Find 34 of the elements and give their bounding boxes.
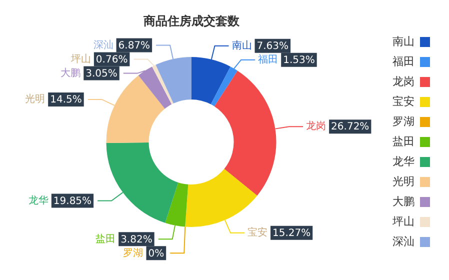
slice-label: 龙华	[28, 194, 48, 206]
slice-label: 南山	[232, 39, 252, 52]
data-label: 14.5%	[50, 94, 82, 106]
legend-label: 大鹏	[392, 194, 414, 208]
data-label: 3.82%	[120, 234, 152, 246]
text: 0%	[148, 248, 164, 260]
slice-label: 宝安	[247, 226, 268, 238]
legend-label: 深汕	[392, 234, 414, 248]
legend-label: 盐田	[392, 134, 414, 148]
slice-label: 坪山	[70, 52, 91, 65]
category-label: 罗湖	[123, 248, 144, 259]
chart-title: 商品住房成交套数	[142, 14, 240, 28]
slice-label: 大鹏	[60, 66, 81, 79]
legend-label: 龙岗	[392, 74, 414, 88]
legend-label: 光明	[392, 174, 414, 188]
legend-label: 龙华	[392, 154, 414, 168]
data-label: 19.85%	[53, 196, 92, 207]
data-label: 1.53%	[283, 54, 315, 66]
data-label: 15.27%	[272, 228, 311, 239]
legend-label: 坪山	[392, 214, 414, 228]
data-label: 6.87%	[118, 40, 150, 52]
data-label: 7.63%	[256, 40, 289, 52]
data-label: 26.72%	[331, 122, 370, 133]
slice-label: 龙岗	[306, 120, 326, 132]
slice-label: 福田	[258, 53, 278, 66]
legend-label: 罗湖	[392, 114, 414, 128]
slice-label: 深汕	[93, 38, 114, 51]
legend-label: 宝安	[392, 94, 414, 108]
legend-label: 南山	[392, 34, 414, 48]
data-label: 0.76%	[96, 54, 128, 66]
data-label: 3.05%	[86, 68, 118, 80]
slice-label: 盐田	[96, 232, 116, 245]
legend-label: 福田	[392, 54, 414, 68]
slice-label: 光明	[25, 93, 46, 106]
